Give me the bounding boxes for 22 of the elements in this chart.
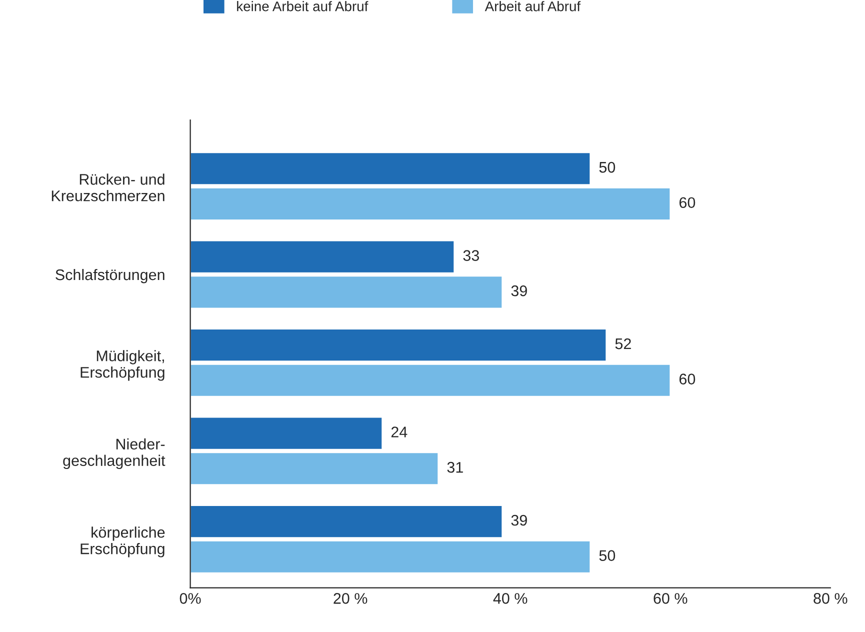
data-label: 60 [679, 374, 696, 384]
legend-label: Arbeit auf Abruf [484, 1, 581, 12]
legend-label: keine Arbeit auf Abruf [237, 1, 368, 12]
y-tick-label: Schlafstörungen [56, 268, 164, 284]
y-tick-label: Müdigkeit, Erschöpfung [80, 350, 164, 381]
data-label: 60 [679, 197, 696, 208]
y-tick-label: Nieder- geschlagenheit [63, 438, 166, 470]
data-label: 24 [391, 426, 408, 438]
x-tick-label: 0% [180, 593, 201, 604]
data-label: 39 [511, 285, 527, 296]
data-label: 50 [599, 550, 616, 561]
x-tick-label: 40 % [493, 593, 528, 604]
x-tick-label: 60 % [654, 593, 688, 604]
data-label: 50 [599, 162, 616, 173]
data-label: 31 [447, 462, 463, 473]
data-label: 39 [511, 514, 527, 526]
y-tick-label: Rücken- und Kreuzschmerzen [52, 174, 164, 202]
x-tick-label: 20 % [334, 593, 368, 604]
data-label: 33 [463, 250, 479, 261]
data-label: 52 [615, 338, 631, 350]
y-tick-label: körperliche Erschöpfung [80, 526, 165, 558]
x-tick-label: 80 % [814, 593, 848, 604]
